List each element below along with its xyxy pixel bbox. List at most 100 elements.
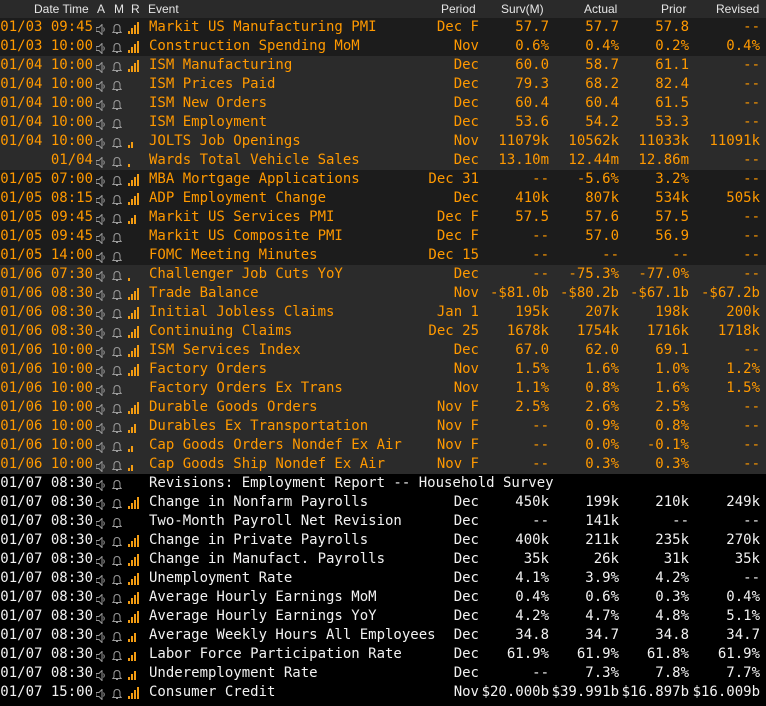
row-event[interactable]: Underemployment Rate	[149, 665, 318, 681]
bell-icon[interactable]	[111, 516, 123, 528]
speaker-icon[interactable]	[95, 212, 106, 226]
row-event[interactable]: Change in Manufact. Payrolls	[149, 551, 386, 567]
speaker-icon[interactable]	[95, 668, 106, 682]
speaker-icon[interactable]	[95, 497, 106, 511]
table-row[interactable]: 01/06 10:00 Durables Ex Transportation Nov…	[0, 417, 766, 436]
table-row[interactable]: 01/07 08:30 Underemployment Rate Dec -- 7.3%…	[0, 664, 766, 683]
speaker-icon[interactable]	[95, 307, 106, 321]
speaker-icon[interactable]	[95, 269, 106, 283]
col-header-survey[interactable]: Surv(M)	[501, 2, 544, 16]
table-row[interactable]: 01/05 07:00 MBA Mortgage Applications Dec …	[0, 170, 766, 189]
speaker-icon[interactable]	[95, 364, 106, 378]
table-row[interactable]: 01/03 09:45 Markit US Manufacturing PMI De…	[0, 18, 766, 37]
speaker-icon[interactable]	[95, 98, 106, 112]
table-row[interactable]: 01/05 09:45 Markit US Composite PMI Dec F -…	[0, 227, 766, 246]
speaker-icon[interactable]	[95, 440, 106, 454]
bell-icon[interactable]	[111, 326, 123, 338]
table-row[interactable]: 01/07 08:30 Unemployment Rate Dec 4.1% 3.9% 4…	[0, 569, 766, 588]
table-row[interactable]: 01/06 08:30 Trade Balance Nov -$81.0b -$80.2…	[0, 284, 766, 303]
speaker-icon[interactable]	[95, 79, 106, 93]
row-event[interactable]: Cap Goods Orders Nondef Ex Air	[149, 437, 402, 453]
row-event[interactable]: Change in Nonfarm Payrolls	[149, 494, 369, 510]
bell-icon[interactable]	[111, 497, 123, 509]
table-row[interactable]: 01/06 10:00 Durable Goods Orders Nov F 2.5%…	[0, 398, 766, 417]
speaker-icon[interactable]	[95, 630, 106, 644]
bell-icon[interactable]	[111, 592, 123, 604]
row-event[interactable]: Continuing Claims	[149, 323, 293, 339]
bell-icon[interactable]	[111, 307, 123, 319]
table-row[interactable]: 01/06 10:00 Factory Orders Nov 1.5% 1.6% 1.0%…	[0, 360, 766, 379]
bell-icon[interactable]	[111, 649, 123, 661]
col-header-event[interactable]: Event	[148, 2, 179, 16]
table-row[interactable]: 01/07 08:30 Average Hourly Earnings YoY De…	[0, 607, 766, 626]
bell-icon[interactable]	[111, 440, 123, 452]
speaker-icon[interactable]	[95, 155, 106, 169]
bell-icon[interactable]	[111, 630, 123, 642]
col-header-relevance[interactable]: R	[131, 2, 140, 16]
speaker-icon[interactable]	[95, 402, 106, 416]
speaker-icon[interactable]	[95, 478, 106, 492]
speaker-icon[interactable]	[95, 174, 106, 188]
speaker-icon[interactable]	[95, 117, 106, 131]
bell-icon[interactable]	[111, 41, 123, 53]
bell-icon[interactable]	[111, 136, 123, 148]
row-event[interactable]: Markit US Services PMI	[149, 209, 335, 225]
table-row[interactable]: 01/03 10:00 Construction Spending MoM Nov 0…	[0, 37, 766, 56]
col-header-prior[interactable]: Prior	[661, 2, 687, 16]
speaker-icon[interactable]	[95, 136, 106, 150]
speaker-icon[interactable]	[95, 288, 106, 302]
table-row[interactable]: 01/04 10:00 JOLTS Job Openings Nov 11079k 10…	[0, 132, 766, 151]
row-event[interactable]: JOLTS Job Openings	[149, 133, 301, 149]
bell-icon[interactable]	[111, 212, 123, 224]
row-event[interactable]: Durables Ex Transportation	[149, 418, 369, 434]
row-event[interactable]: Factory Orders	[149, 361, 268, 377]
col-header-date-time[interactable]: Date Time	[34, 2, 89, 16]
bell-icon[interactable]	[111, 478, 123, 490]
bell-icon[interactable]	[111, 193, 123, 205]
table-row[interactable]: 01/06 10:00 Cap Goods Orders Nondef Ex Ai…	[0, 436, 766, 455]
bell-icon[interactable]	[111, 250, 123, 262]
row-event[interactable]: Two-Month Payroll Net Revision	[149, 513, 402, 529]
speaker-icon[interactable]	[95, 687, 106, 701]
speaker-icon[interactable]	[95, 22, 106, 36]
row-event[interactable]: Factory Orders Ex Trans	[149, 380, 343, 396]
table-row[interactable]: 01/07 08:30 Two-Month Payroll Net Revisio…	[0, 512, 766, 531]
table-row[interactable]: 01/06 07:30 Challenger Job Cuts YoY Dec -- -…	[0, 265, 766, 284]
table-row[interactable]: 01/07 08:30 Change in Manufact. Payrolls D…	[0, 550, 766, 569]
bell-icon[interactable]	[111, 573, 123, 585]
col-header-m[interactable]: M	[114, 2, 124, 16]
bell-icon[interactable]	[111, 60, 123, 72]
bell-icon[interactable]	[111, 554, 123, 566]
bell-icon[interactable]	[111, 611, 123, 623]
bell-icon[interactable]	[111, 22, 123, 34]
table-row[interactable]: 01/04 10:00 ISM Manufacturing Dec 60.0 58.7 6…	[0, 56, 766, 75]
row-event[interactable]: Trade Balance	[149, 285, 259, 301]
table-row[interactable]: 01/05 09:45 Markit US Services PMI Dec F 57…	[0, 208, 766, 227]
bell-icon[interactable]	[111, 402, 123, 414]
speaker-icon[interactable]	[95, 193, 106, 207]
bell-icon[interactable]	[111, 364, 123, 376]
speaker-icon[interactable]	[95, 421, 106, 435]
table-row[interactable]: 01/04 Wards Total Vehicle Sales Dec 13.10m 1…	[0, 151, 766, 170]
bell-icon[interactable]	[111, 174, 123, 186]
bell-icon[interactable]	[111, 269, 123, 281]
col-header-revised[interactable]: Revised	[716, 2, 760, 16]
bell-icon[interactable]	[111, 421, 123, 433]
speaker-icon[interactable]	[95, 250, 106, 264]
table-row[interactable]: 01/06 08:30 Initial Jobless Claims Jan 1 19…	[0, 303, 766, 322]
table-row[interactable]: 01/04 10:00 ISM Employment Dec 53.6 54.2 53.3…	[0, 113, 766, 132]
bell-icon[interactable]	[111, 155, 123, 167]
bell-icon[interactable]	[111, 535, 123, 547]
speaker-icon[interactable]	[95, 41, 106, 55]
row-event[interactable]: Average Hourly Earnings YoY	[149, 608, 377, 624]
speaker-icon[interactable]	[95, 60, 106, 74]
speaker-icon[interactable]	[95, 516, 106, 530]
bell-icon[interactable]	[111, 231, 123, 243]
speaker-icon[interactable]	[95, 592, 106, 606]
row-event[interactable]: ISM Services Index	[149, 342, 301, 358]
row-event[interactable]: Markit US Manufacturing PMI	[149, 19, 377, 35]
table-row[interactable]: 01/07 08:30 Change in Nonfarm Payrolls Dec…	[0, 493, 766, 512]
row-event[interactable]: Change in Private Payrolls	[149, 532, 369, 548]
row-event[interactable]: Markit US Composite PMI	[149, 228, 343, 244]
table-row[interactable]: 01/07 15:00 Consumer Credit Nov $20.000b $39…	[0, 683, 766, 702]
